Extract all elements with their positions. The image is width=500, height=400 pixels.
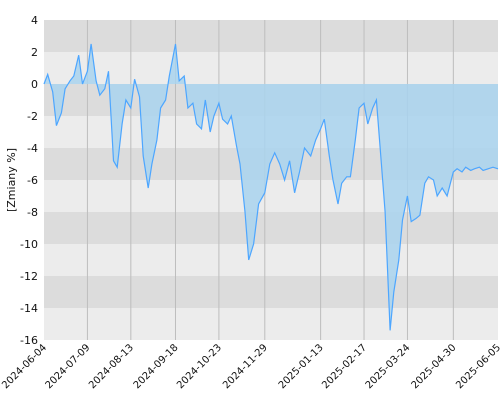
- plot-band: [44, 180, 498, 212]
- x-tick-label: 2024-07-09: [44, 342, 93, 391]
- y-tick-label: -6: [27, 174, 38, 187]
- plot-band: [44, 276, 498, 308]
- series-line: [43, 43, 499, 331]
- plot-band: [44, 20, 498, 52]
- y-tick-label: -14: [20, 302, 38, 315]
- x-tick-label: 2024-10-23: [175, 342, 224, 391]
- x-tick-label: 2025-04-30: [410, 342, 459, 391]
- x-tick-labels: 2024-06-042024-07-092024-08-132024-09-18…: [0, 342, 500, 391]
- plot-band: [44, 212, 498, 244]
- x-tick-label: 2025-06-05: [454, 342, 500, 391]
- y-tick-label: -16: [20, 334, 38, 347]
- x-tick-label: 2025-03-24: [364, 342, 413, 391]
- y-tick-label: 2: [31, 46, 38, 59]
- x-tick-label: 2024-08-13: [87, 342, 136, 391]
- y-tick-label: -12: [20, 270, 38, 283]
- plot-band: [44, 308, 498, 340]
- y-tick-label: -8: [27, 206, 38, 219]
- plot-bands: [44, 20, 498, 340]
- y-tick-labels: 4 2 0 -2 -4 -6 -8 -10 -12 -14 -16: [20, 14, 38, 347]
- y-tick-label: -2: [27, 110, 38, 123]
- x-tick-label: 2024-06-04: [0, 342, 49, 391]
- plot-band: [44, 244, 498, 276]
- x-tick-label: 2024-11-29: [221, 342, 270, 391]
- x-tick-label: 2024-09-18: [132, 342, 181, 391]
- y-tick-label: -4: [27, 142, 38, 155]
- x-tick-label: 2025-02-17: [320, 342, 369, 391]
- y-tick-label: 0: [31, 78, 38, 91]
- y-tick-label: 4: [31, 14, 38, 27]
- plot-band: [44, 52, 498, 84]
- y-tick-label: -10: [20, 238, 38, 251]
- x-tick-label: 2025-01-13: [277, 342, 326, 391]
- series-area: [44, 44, 498, 331]
- y-axis-label: [Zmiany %]: [5, 148, 18, 212]
